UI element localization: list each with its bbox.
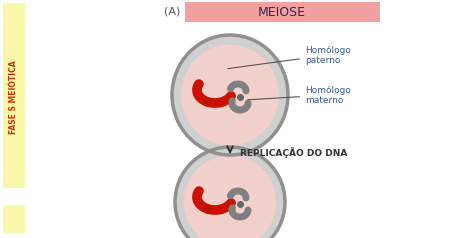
Text: Homólogo
materno: Homólogo materno	[247, 85, 350, 105]
Ellipse shape	[181, 45, 278, 145]
Text: Homólogo
paterno: Homólogo paterno	[227, 45, 350, 69]
Bar	[3, 3, 25, 188]
Bar	[185, 2, 379, 22]
Text: MEIOSE: MEIOSE	[257, 5, 305, 19]
Bar	[3, 205, 25, 233]
Ellipse shape	[172, 35, 287, 155]
Ellipse shape	[184, 156, 275, 238]
Text: FASE S MEIÓTICA: FASE S MEIÓTICA	[10, 60, 18, 134]
Text: REPLICAÇÃO DO DNA: REPLICAÇÃO DO DNA	[240, 148, 347, 159]
Ellipse shape	[174, 147, 285, 238]
Text: (A): (A)	[163, 7, 180, 17]
